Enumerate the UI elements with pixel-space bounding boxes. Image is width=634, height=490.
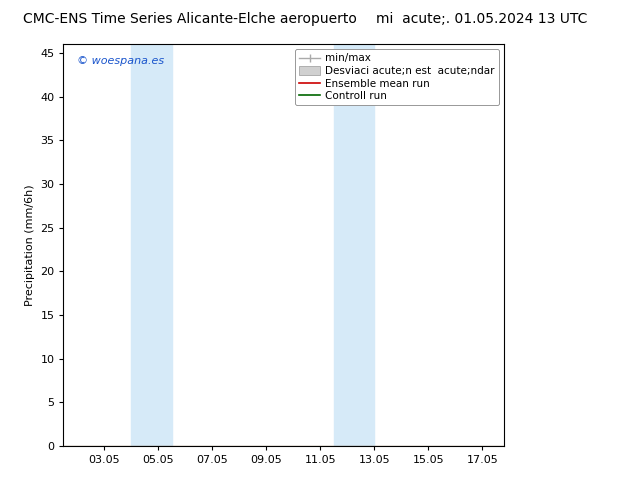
Y-axis label: Precipitation (mm/6h): Precipitation (mm/6h) <box>25 184 35 306</box>
Text: mi  acute;. 01.05.2024 13 UTC: mi acute;. 01.05.2024 13 UTC <box>376 12 588 26</box>
Text: © woespana.es: © woespana.es <box>77 56 164 66</box>
Legend: min/max, Desviaci acute;n est  acute;ndar, Ensemble mean run, Controll run: min/max, Desviaci acute;n est acute;ndar… <box>295 49 499 105</box>
Text: CMC-ENS Time Series Alicante-Elche aeropuerto: CMC-ENS Time Series Alicante-Elche aerop… <box>23 12 357 26</box>
Bar <box>131 44 172 446</box>
Bar <box>333 44 374 446</box>
